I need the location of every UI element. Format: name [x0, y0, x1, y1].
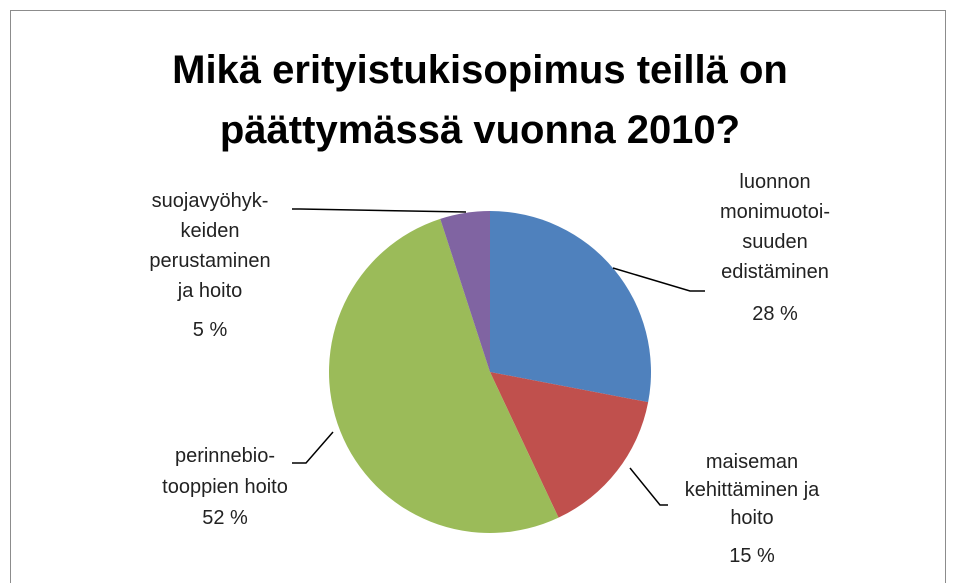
pie-slice	[440, 211, 490, 372]
slice-label: suuden	[742, 231, 808, 253]
slice-label: keiden	[181, 220, 240, 242]
slice-label: maiseman	[706, 451, 798, 473]
slice-label: suojavyöhyk-	[152, 190, 269, 212]
leader-line	[292, 431, 334, 464]
slice-label: tooppien hoito	[162, 476, 288, 498]
slice-label: ja hoito	[177, 280, 243, 302]
chart-title: Mikä erityistukisopimus teillä on päätty…	[172, 48, 788, 152]
slice-label: monimuotoi-	[720, 201, 830, 223]
value-label: 5 %	[193, 319, 228, 341]
slice-label: edistäminen	[721, 261, 829, 283]
leader-line	[612, 267, 705, 292]
chart-frame	[10, 10, 946, 583]
slice-label: luonnon	[739, 171, 810, 193]
pie-slice	[490, 211, 651, 403]
slice-label: hoito	[730, 507, 773, 529]
slice-label: perustaminen	[149, 250, 270, 272]
slice-label: perinnebio-	[175, 445, 275, 467]
pie-slice	[329, 218, 559, 533]
value-label: 15 %	[729, 545, 775, 567]
value-label: 28 %	[752, 303, 798, 325]
slice-label: kehittäminen ja	[685, 479, 820, 501]
pie-slice	[490, 372, 649, 518]
leader-line	[629, 467, 668, 506]
leader-line	[292, 208, 467, 213]
value-label: 52 %	[202, 507, 248, 529]
